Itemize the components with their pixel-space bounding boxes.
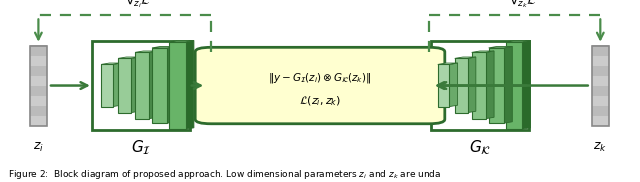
Polygon shape <box>118 57 140 58</box>
Text: $z_i$: $z_i$ <box>33 141 44 154</box>
Polygon shape <box>149 51 157 119</box>
Polygon shape <box>486 51 494 119</box>
Bar <box>30 56 47 66</box>
Bar <box>135 52 149 119</box>
Bar <box>30 106 47 116</box>
Text: $G_{\mathcal{I}}$: $G_{\mathcal{I}}$ <box>131 138 151 157</box>
Polygon shape <box>101 63 121 64</box>
Polygon shape <box>135 51 157 52</box>
Bar <box>30 76 47 86</box>
Polygon shape <box>169 40 194 42</box>
Polygon shape <box>506 40 531 42</box>
Polygon shape <box>489 46 512 48</box>
Bar <box>489 48 504 123</box>
Bar <box>169 42 186 129</box>
Bar <box>472 52 486 119</box>
Bar <box>101 64 113 107</box>
Bar <box>30 86 47 96</box>
Bar <box>592 106 609 116</box>
Bar <box>592 76 609 86</box>
Text: $\nabla_{z_i} \mathcal{L}$: $\nabla_{z_i} \mathcal{L}$ <box>125 0 150 10</box>
Polygon shape <box>113 63 121 107</box>
Polygon shape <box>186 40 194 129</box>
Polygon shape <box>438 63 458 64</box>
FancyBboxPatch shape <box>431 41 529 130</box>
Polygon shape <box>522 40 531 129</box>
Bar <box>592 86 609 96</box>
Bar <box>592 116 609 126</box>
Text: $G_{\mathcal{K}}$: $G_{\mathcal{K}}$ <box>469 138 491 157</box>
Bar <box>30 46 47 56</box>
Bar <box>438 64 449 107</box>
Bar <box>30 46 47 126</box>
FancyBboxPatch shape <box>195 47 445 124</box>
Bar <box>30 116 47 126</box>
Text: $\nabla_{z_k} \mathcal{L}$: $\nabla_{z_k} \mathcal{L}$ <box>509 0 537 10</box>
Bar <box>506 42 522 129</box>
Bar <box>118 58 131 113</box>
Bar <box>152 48 168 123</box>
Bar <box>592 56 609 66</box>
Polygon shape <box>131 57 140 113</box>
Bar <box>592 46 609 126</box>
Text: Figure 2:  Block diagram of proposed approach. Low dimensional parameters $z_i$ : Figure 2: Block diagram of proposed appr… <box>8 168 441 181</box>
Bar <box>592 96 609 106</box>
FancyBboxPatch shape <box>92 41 190 130</box>
Polygon shape <box>449 63 458 107</box>
Text: $\|y - G_{\mathcal{I}}(z_i) \otimes G_{\mathcal{K}}(z_k)\|$: $\|y - G_{\mathcal{I}}(z_i) \otimes G_{\… <box>268 71 372 85</box>
Text: $z_k$: $z_k$ <box>593 141 607 154</box>
Polygon shape <box>152 46 175 48</box>
Bar <box>592 46 609 56</box>
Polygon shape <box>467 57 476 113</box>
Bar <box>454 58 467 113</box>
Bar <box>30 96 47 106</box>
Polygon shape <box>472 51 494 52</box>
Bar <box>30 66 47 76</box>
Polygon shape <box>504 46 512 123</box>
Polygon shape <box>454 57 476 58</box>
Bar <box>592 66 609 76</box>
Polygon shape <box>168 46 175 123</box>
Text: $\mathcal{L}(z_i, z_k)$: $\mathcal{L}(z_i, z_k)$ <box>299 94 341 108</box>
